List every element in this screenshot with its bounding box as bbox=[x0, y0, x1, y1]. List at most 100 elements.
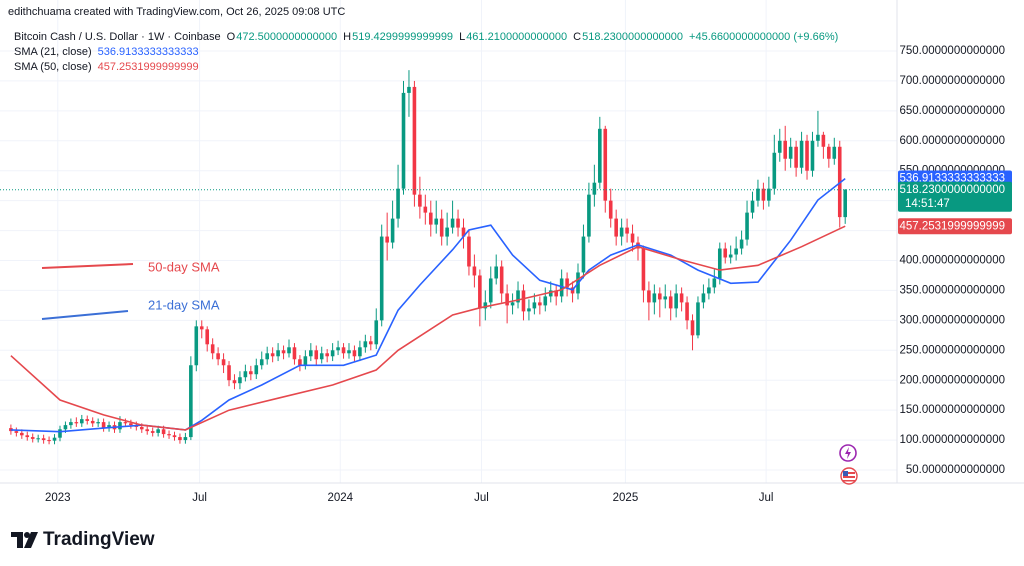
candle-body bbox=[707, 287, 711, 294]
candle-body bbox=[810, 140, 815, 171]
candle-body bbox=[401, 92, 406, 189]
grid bbox=[0, 0, 897, 483]
candle-body bbox=[428, 212, 433, 225]
candle-body bbox=[494, 266, 499, 279]
candle-body bbox=[199, 326, 204, 330]
candle-body bbox=[674, 293, 678, 309]
candle-body bbox=[41, 438, 46, 441]
candle-body bbox=[145, 429, 150, 432]
candle-body bbox=[238, 377, 242, 384]
candle-body bbox=[712, 278, 717, 288]
candle-body bbox=[14, 431, 19, 433]
candle-body bbox=[347, 350, 351, 354]
candle-body bbox=[314, 350, 319, 360]
logo-text: TradingView bbox=[43, 529, 155, 550]
candle-body bbox=[243, 371, 248, 378]
y-tick-label: 200.0000000000000 bbox=[899, 374, 1005, 386]
candle-body bbox=[521, 290, 526, 312]
x-tick-label: 2025 bbox=[613, 492, 639, 504]
candle-body bbox=[358, 347, 362, 357]
candle-body bbox=[668, 296, 673, 309]
flag-icon[interactable] bbox=[840, 467, 858, 485]
price-tag bbox=[898, 181, 1012, 212]
candle-body bbox=[150, 431, 155, 433]
candle-body bbox=[52, 437, 57, 441]
candle-body bbox=[58, 429, 62, 438]
candle-body bbox=[614, 218, 618, 237]
candle-body bbox=[799, 140, 804, 168]
candle-body bbox=[407, 86, 411, 93]
candle-body bbox=[385, 236, 389, 243]
y-tick-label: 50.0000000000000 bbox=[906, 464, 1005, 476]
candle-body bbox=[341, 347, 346, 354]
candle-body bbox=[390, 218, 395, 243]
candle-body bbox=[777, 140, 782, 153]
candle-body bbox=[123, 422, 128, 424]
candle-body bbox=[298, 359, 302, 366]
price-tag-label: 518.2300000000000 bbox=[899, 184, 1005, 196]
candle-body bbox=[227, 365, 231, 381]
candle-body bbox=[25, 435, 30, 438]
candle-body bbox=[510, 302, 515, 306]
candle-body bbox=[139, 426, 144, 430]
y-tick-label: 700.0000000000000 bbox=[899, 75, 1005, 87]
candle-body bbox=[652, 293, 657, 303]
y-tick-label: 250.0000000000000 bbox=[899, 344, 1005, 356]
x-tick-label: Jul bbox=[474, 492, 489, 504]
candle-body bbox=[445, 227, 449, 237]
candle-body bbox=[423, 206, 428, 213]
candle-body bbox=[363, 341, 368, 348]
x-tick-label: Jul bbox=[759, 492, 774, 504]
candle-body bbox=[581, 236, 586, 273]
legend-series: SMA (50, close) bbox=[14, 61, 92, 73]
price-tag bbox=[898, 218, 1012, 235]
y-tick-label: 350.0000000000000 bbox=[899, 284, 1005, 296]
sma-line bbox=[10, 225, 846, 431]
candle-body bbox=[565, 278, 569, 288]
candle-body bbox=[90, 420, 95, 424]
candle-body bbox=[598, 128, 602, 183]
candle-body bbox=[374, 320, 379, 345]
candle-body bbox=[101, 422, 106, 429]
candle-body bbox=[641, 248, 646, 291]
candle-body bbox=[205, 329, 210, 345]
candle-body bbox=[647, 290, 651, 303]
candle-body bbox=[216, 353, 220, 360]
legend-key: L bbox=[459, 31, 465, 43]
candle-body bbox=[194, 326, 199, 366]
candle-body bbox=[325, 353, 329, 357]
y-tick-label: 150.0000000000000 bbox=[899, 404, 1005, 416]
candle-body bbox=[330, 350, 335, 357]
candle-body bbox=[412, 86, 417, 195]
candle-body bbox=[352, 350, 357, 357]
candle-body bbox=[543, 296, 548, 306]
candle-body bbox=[309, 350, 313, 357]
candle-body bbox=[728, 254, 733, 258]
candle-body bbox=[270, 353, 275, 357]
header: edithchuama created with TradingView.com… bbox=[8, 6, 345, 18]
y-tick-label: 400.0000000000000 bbox=[899, 255, 1005, 267]
candle-body bbox=[232, 380, 237, 384]
candle-body bbox=[592, 182, 597, 195]
legend-series: SMA (21, close) bbox=[14, 46, 92, 58]
candle-body bbox=[679, 293, 684, 303]
candle-body bbox=[461, 227, 466, 237]
candle-body bbox=[723, 248, 728, 258]
countdown: 14:51:47 bbox=[905, 198, 950, 210]
candle-body bbox=[483, 302, 488, 309]
candle-body bbox=[336, 347, 340, 351]
candle-body bbox=[816, 134, 820, 141]
legend-value: 461.2100000000000 bbox=[466, 31, 567, 43]
event-icon[interactable] bbox=[839, 444, 857, 462]
x-tick-label: Jul bbox=[192, 492, 207, 504]
candle-body bbox=[85, 419, 90, 421]
candle-body bbox=[396, 188, 400, 219]
candle-body bbox=[189, 365, 193, 438]
legend-series-value: 457.2531999999999 bbox=[98, 61, 199, 73]
logo[interactable]: TradingView bbox=[11, 529, 155, 550]
candle-body bbox=[167, 434, 171, 436]
legend-series-value: 536.9133333333333 bbox=[98, 46, 199, 58]
candle-body bbox=[178, 437, 182, 441]
annotation: 21-day SMA bbox=[148, 297, 220, 312]
